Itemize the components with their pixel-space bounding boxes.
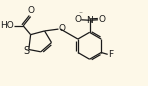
Text: O: O — [27, 6, 34, 15]
Text: HO: HO — [0, 21, 14, 30]
Text: N: N — [86, 16, 93, 25]
Text: O: O — [74, 15, 81, 24]
Text: ⁻: ⁻ — [79, 9, 83, 18]
Text: O: O — [59, 24, 66, 33]
Text: F: F — [108, 50, 113, 59]
Text: O: O — [98, 15, 105, 24]
Text: S: S — [23, 46, 29, 56]
